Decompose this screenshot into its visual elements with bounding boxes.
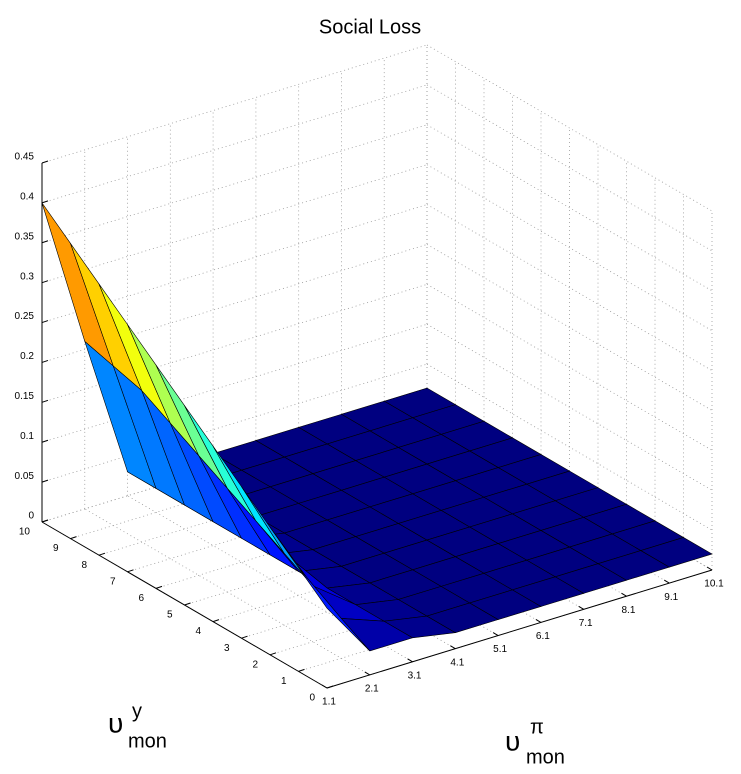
tick-mark xyxy=(535,619,542,623)
y-tick-label: 3 xyxy=(224,643,230,654)
tick-mark xyxy=(41,359,49,363)
grid-line xyxy=(41,124,428,244)
z-tick-label: 0.25 xyxy=(15,311,35,322)
axis-line xyxy=(326,569,713,689)
z-tick-label: 0.35 xyxy=(15,231,35,242)
z-tick-label: 0.05 xyxy=(15,471,35,482)
z-tick-label: 0.3 xyxy=(20,271,34,282)
tick-mark xyxy=(298,668,305,672)
tick-mark xyxy=(41,519,49,523)
x-tick-label: 2.1 xyxy=(365,684,379,695)
x-tick-label: 4.1 xyxy=(450,657,464,668)
tick-mark xyxy=(41,320,49,324)
grid-line xyxy=(426,244,713,411)
x-label-sup: π xyxy=(530,716,544,738)
y-tick-label: 2 xyxy=(252,659,258,670)
x-tick-label: 5.1 xyxy=(493,644,507,655)
surface-patch xyxy=(298,567,371,652)
z-tick-label: 0 xyxy=(28,511,34,522)
grid-line xyxy=(127,495,413,663)
y-label-symbol: υ xyxy=(108,707,123,738)
x-tick-label: 1.1 xyxy=(322,697,336,708)
grid-line xyxy=(426,283,713,451)
tick-mark xyxy=(70,536,77,540)
x-axis-label: υ π mon xyxy=(505,716,565,768)
y-tick-label: 5 xyxy=(167,610,173,621)
y-tick-label: 10 xyxy=(19,527,31,538)
x-tick-label: 8.1 xyxy=(621,605,635,616)
y-tick-label: 4 xyxy=(195,626,201,637)
tick-mark xyxy=(184,602,191,606)
y-label-sup: y xyxy=(132,700,142,722)
tick-mark xyxy=(578,605,584,610)
tick-mark xyxy=(450,645,456,650)
grid-line xyxy=(41,84,428,204)
tick-mark xyxy=(621,592,627,597)
tick-mark xyxy=(706,566,713,571)
y-tick-label: 1 xyxy=(281,676,287,687)
grid-line xyxy=(41,164,428,284)
y-tick-label: 9 xyxy=(53,543,59,554)
tick-mark xyxy=(321,684,328,689)
surface-patch xyxy=(41,202,114,367)
y-tick-label: 6 xyxy=(138,593,144,604)
z-tick-label: 0.2 xyxy=(20,351,34,362)
grid-line xyxy=(426,164,713,332)
tick-mark xyxy=(407,658,413,663)
tick-mark xyxy=(241,635,248,639)
tick-mark xyxy=(663,579,670,584)
z-tick-label: 0.15 xyxy=(15,391,35,402)
grid-line xyxy=(41,44,428,164)
tick-mark xyxy=(326,685,334,689)
y-tick-label: 7 xyxy=(110,576,116,587)
tick-mark xyxy=(41,280,49,284)
x-tick-label: 3.1 xyxy=(408,670,422,681)
grid-line xyxy=(426,323,713,491)
tick-mark xyxy=(212,619,220,623)
grid-line xyxy=(426,124,713,292)
tick-mark xyxy=(41,439,49,443)
z-tick-label: 0.45 xyxy=(15,152,35,163)
tick-mark xyxy=(155,585,163,589)
grid-line xyxy=(426,44,713,212)
tick-mark xyxy=(41,399,49,403)
x-tick-label: 10.1 xyxy=(704,579,724,590)
tick-mark xyxy=(41,160,49,164)
y-tick-label: 8 xyxy=(81,560,87,571)
grid-line xyxy=(426,204,713,371)
grid-line xyxy=(426,363,713,531)
x-tick-label: 7.1 xyxy=(579,618,593,629)
grid-line xyxy=(426,84,713,252)
y-label-sub: mon xyxy=(128,730,167,752)
z-tick-label: 0.4 xyxy=(20,192,34,203)
tick-mark xyxy=(492,632,499,636)
x-label-sub: mon xyxy=(526,746,565,768)
tick-mark xyxy=(364,671,371,676)
tick-mark xyxy=(269,652,277,656)
tick-mark xyxy=(41,479,49,483)
z-tick-label: 0.1 xyxy=(20,431,34,442)
y-tick-label: 0 xyxy=(309,693,315,704)
tick-mark xyxy=(98,552,106,556)
x-tick-label: 9.1 xyxy=(664,592,678,603)
y-axis-label: υ y mon xyxy=(108,700,167,752)
chart-title: Social Loss xyxy=(319,16,421,38)
tick-mark xyxy=(127,569,134,573)
x-label-symbol: υ xyxy=(505,725,520,756)
tick-mark xyxy=(41,240,49,244)
tick-mark xyxy=(41,200,49,204)
x-tick-label: 6.1 xyxy=(536,631,550,642)
